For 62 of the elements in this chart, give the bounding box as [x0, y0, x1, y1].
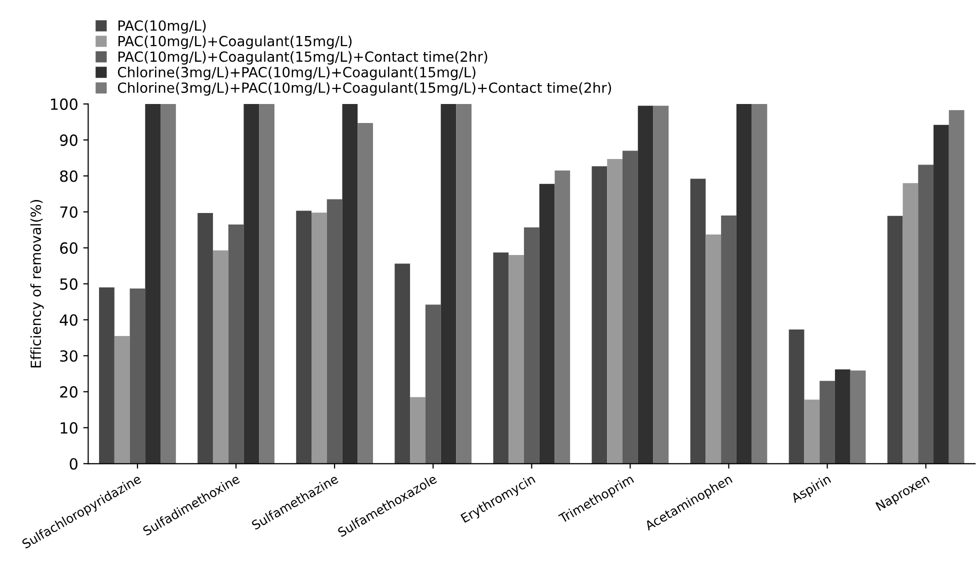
y-tick-label: 90	[60, 134, 78, 146]
bar	[425, 304, 441, 464]
bar	[410, 397, 426, 464]
y-tick-label: 10	[60, 422, 78, 434]
bar	[607, 159, 623, 464]
bar	[508, 255, 524, 464]
y-tick-label: 20	[60, 386, 78, 398]
bar	[902, 183, 918, 464]
bar	[638, 106, 654, 464]
bar	[145, 104, 161, 464]
bar	[326, 199, 342, 464]
y-tick-label: 0	[70, 458, 78, 470]
bar	[834, 369, 850, 464]
bar	[493, 252, 509, 464]
bar	[736, 104, 752, 464]
bar	[706, 234, 722, 464]
bar	[259, 104, 274, 464]
bar	[296, 210, 312, 464]
bar	[918, 164, 934, 464]
bar	[622, 150, 638, 464]
y-tick-label: 40	[60, 314, 78, 326]
bar	[887, 216, 903, 464]
bar	[524, 227, 540, 464]
bar	[653, 106, 669, 464]
bar	[820, 380, 835, 464]
legend-label: Chlorine(3mg/L)+PAC(10mg/L)+Coagulant(15mg/L)+Contact time(2hr)	[118, 82, 612, 96]
bar	[394, 264, 410, 464]
bar	[934, 124, 949, 464]
bar	[788, 329, 804, 464]
bar	[948, 110, 964, 464]
legend-label: Chlorine(3mg/L)+PAC(10mg/L)+Coagulant(15mg/L)	[118, 66, 476, 80]
bar	[312, 212, 327, 464]
y-tick-label: 80	[60, 170, 78, 182]
bar	[721, 215, 736, 464]
bar	[539, 184, 555, 464]
y-tick-label: 100	[50, 98, 78, 110]
bar	[592, 166, 608, 464]
bar	[804, 400, 820, 464]
legend-label: PAC(10mg/L)	[118, 20, 206, 34]
bar	[244, 104, 260, 464]
legend-label: PAC(10mg/L)+Coagulant(15mg/L)	[118, 36, 352, 50]
bar	[554, 170, 570, 464]
bar	[850, 370, 866, 464]
bar	[358, 123, 373, 464]
bar	[228, 224, 244, 464]
y-tick-label: 50	[60, 278, 78, 290]
bar	[99, 287, 114, 464]
bar	[212, 250, 228, 464]
y-tick-label: 30	[60, 350, 78, 362]
bar	[130, 288, 146, 464]
y-tick-label: 70	[60, 206, 78, 218]
y-tick-label: 60	[60, 242, 78, 254]
bar	[456, 104, 472, 464]
bar	[198, 212, 213, 464]
bar	[342, 104, 358, 464]
bar	[690, 178, 706, 464]
bar	[440, 104, 456, 464]
legend-label: PAC(10mg/L)+Coagulant(15mg/L)+Contact time(2hr)	[118, 51, 488, 65]
bar	[114, 336, 130, 464]
bar	[160, 104, 176, 464]
bar	[752, 104, 768, 464]
y-axis-title: Efficiency of removal(%)	[30, 200, 44, 368]
